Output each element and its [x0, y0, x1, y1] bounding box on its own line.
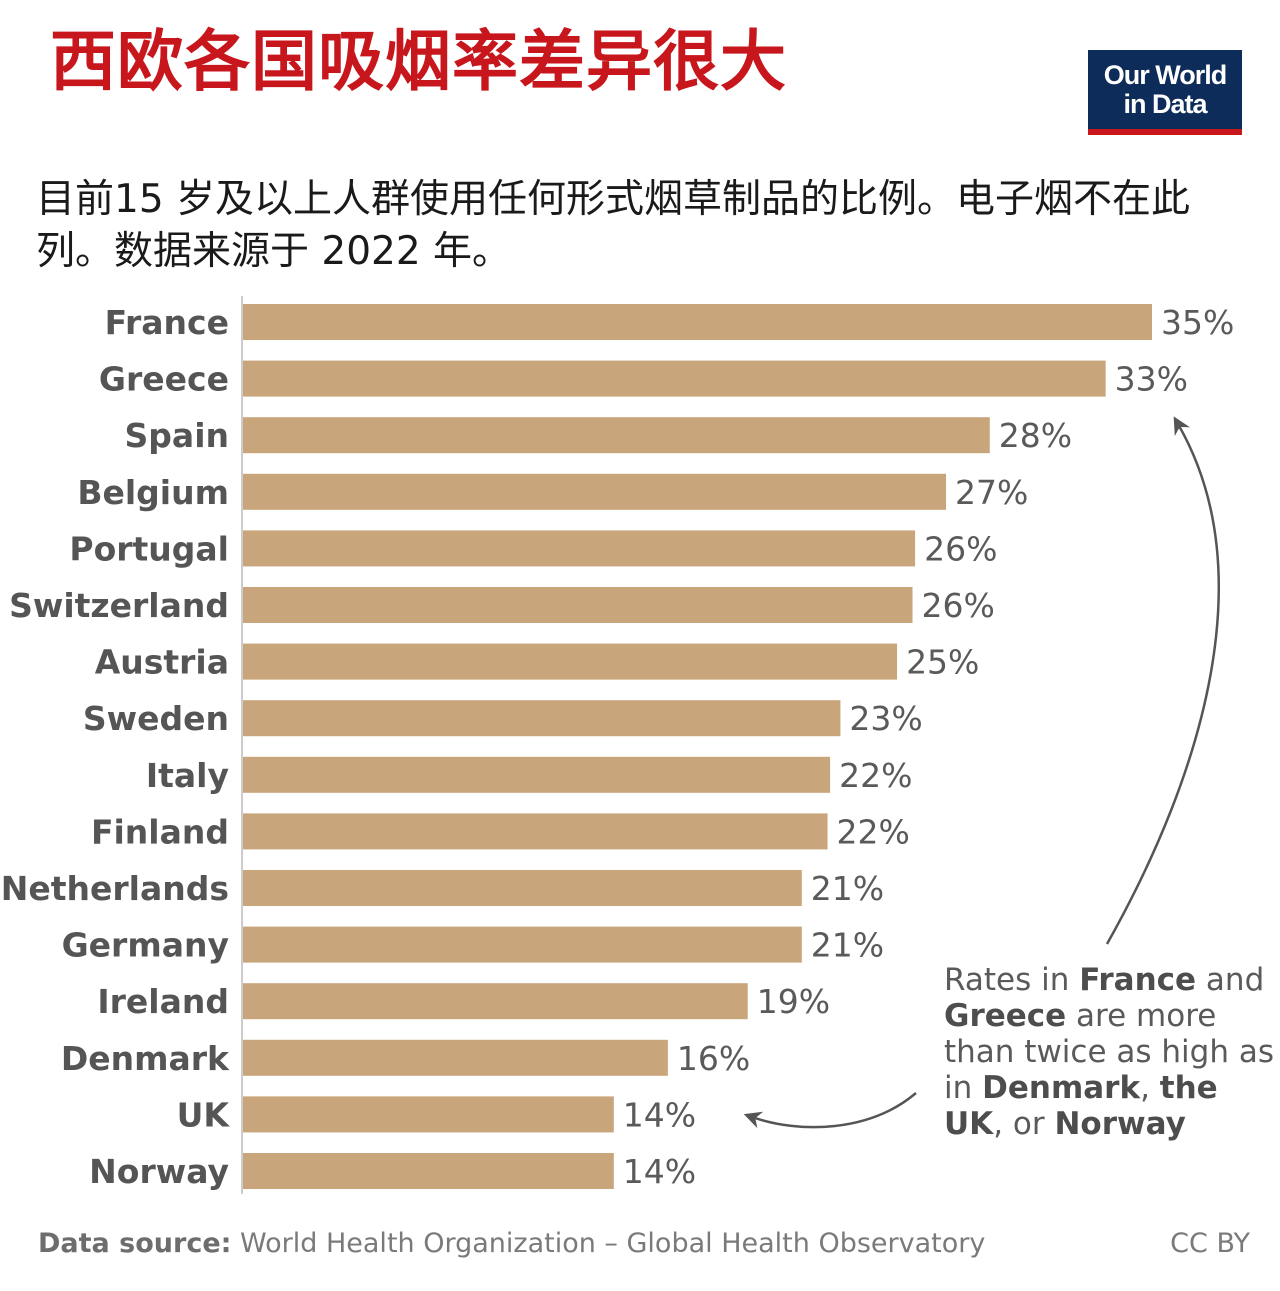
category-label: Germany	[62, 926, 229, 965]
annotation-arrow-left	[743, 1092, 917, 1129]
annotation-part: are more than twice as high as in	[944, 998, 1274, 1106]
category-label: Greece	[99, 360, 229, 399]
value-label: 25%	[906, 643, 979, 682]
chart-subtitle: 目前15 岁及以上人群使用任何形式烟草制品的比例。电子烟不在此列。数据来源于 2…	[36, 177, 1191, 274]
value-label: 21%	[811, 926, 884, 965]
bar-spain	[243, 417, 990, 454]
category-label: France	[105, 303, 229, 342]
owid-logo[interactable]: Our World in Data	[1088, 50, 1242, 135]
annotation-country: Greece	[944, 998, 1067, 1034]
bar-uk	[243, 1096, 614, 1133]
bar-netherlands	[243, 870, 802, 906]
bar-finland	[243, 813, 828, 850]
value-label: 33%	[1115, 360, 1188, 399]
category-label: Austria	[95, 643, 229, 682]
category-label: Italy	[146, 756, 229, 795]
category-label: Spain	[125, 416, 229, 455]
annotation-arrow-up	[1105, 416, 1220, 945]
bar-austria	[243, 643, 898, 680]
annotation-country: Denmark	[982, 1070, 1141, 1106]
category-label: UK	[177, 1095, 231, 1134]
annotation-country: the UK	[944, 1070, 1218, 1142]
category-label: Switzerland	[9, 586, 229, 625]
value-label: 26%	[924, 529, 997, 568]
category-label: Finland	[91, 812, 229, 851]
bar-sweden	[243, 700, 841, 737]
bar-france	[243, 304, 1152, 340]
annotation-country: Norway	[1054, 1106, 1186, 1142]
bar-germany	[243, 926, 802, 963]
value-label: 14%	[623, 1152, 696, 1191]
category-label: Sweden	[83, 699, 229, 738]
footer: Data source: World Health Organization –…	[38, 1228, 1250, 1259]
category-label: Norway	[89, 1152, 229, 1191]
annotation-text: Rates in France and Greece are more than…	[944, 962, 1274, 1142]
bar-norway	[243, 1153, 614, 1189]
value-label: 14%	[623, 1095, 696, 1134]
logo-line-2: in Data	[1123, 88, 1207, 119]
value-label: 35%	[1161, 303, 1234, 342]
annotation-part: , or	[993, 1106, 1055, 1142]
source-text: World Health Organization – Global Healt…	[231, 1228, 986, 1259]
annotation-country: France	[1079, 962, 1197, 998]
category-label: Belgium	[77, 473, 229, 512]
annotation-part: and	[1196, 962, 1265, 998]
source-label: Data source:	[38, 1228, 232, 1259]
value-label: 23%	[849, 699, 922, 738]
category-label: Ireland	[97, 982, 229, 1021]
license-link[interactable]: CC BY	[1170, 1228, 1250, 1259]
value-label: 26%	[922, 586, 995, 625]
chart-title: 西欧各国吸烟率差异很大	[50, 23, 787, 100]
data-source: Data source: World Health Organization –…	[38, 1228, 985, 1259]
annotation-part: Rates in	[944, 962, 1080, 998]
value-label: 27%	[955, 473, 1028, 512]
bar-italy	[243, 756, 831, 793]
category-label: Portugal	[69, 529, 229, 568]
bar-portugal	[243, 530, 916, 567]
bar-belgium	[243, 473, 946, 510]
bar-denmark	[243, 1039, 668, 1076]
value-label: 21%	[811, 869, 884, 908]
value-label: 28%	[999, 416, 1072, 455]
value-label: 19%	[757, 982, 830, 1021]
category-label: Netherlands	[1, 869, 229, 908]
bar-greece	[243, 360, 1106, 397]
category-label: Denmark	[61, 1039, 230, 1078]
logo-line-1: Our World	[1103, 59, 1227, 90]
bar-switzerland	[243, 587, 913, 623]
annotation-part: ,	[1140, 1070, 1160, 1106]
bar-ireland	[243, 983, 748, 1020]
value-label: 22%	[839, 756, 912, 795]
value-label: 22%	[837, 812, 910, 851]
value-label: 16%	[677, 1039, 750, 1078]
